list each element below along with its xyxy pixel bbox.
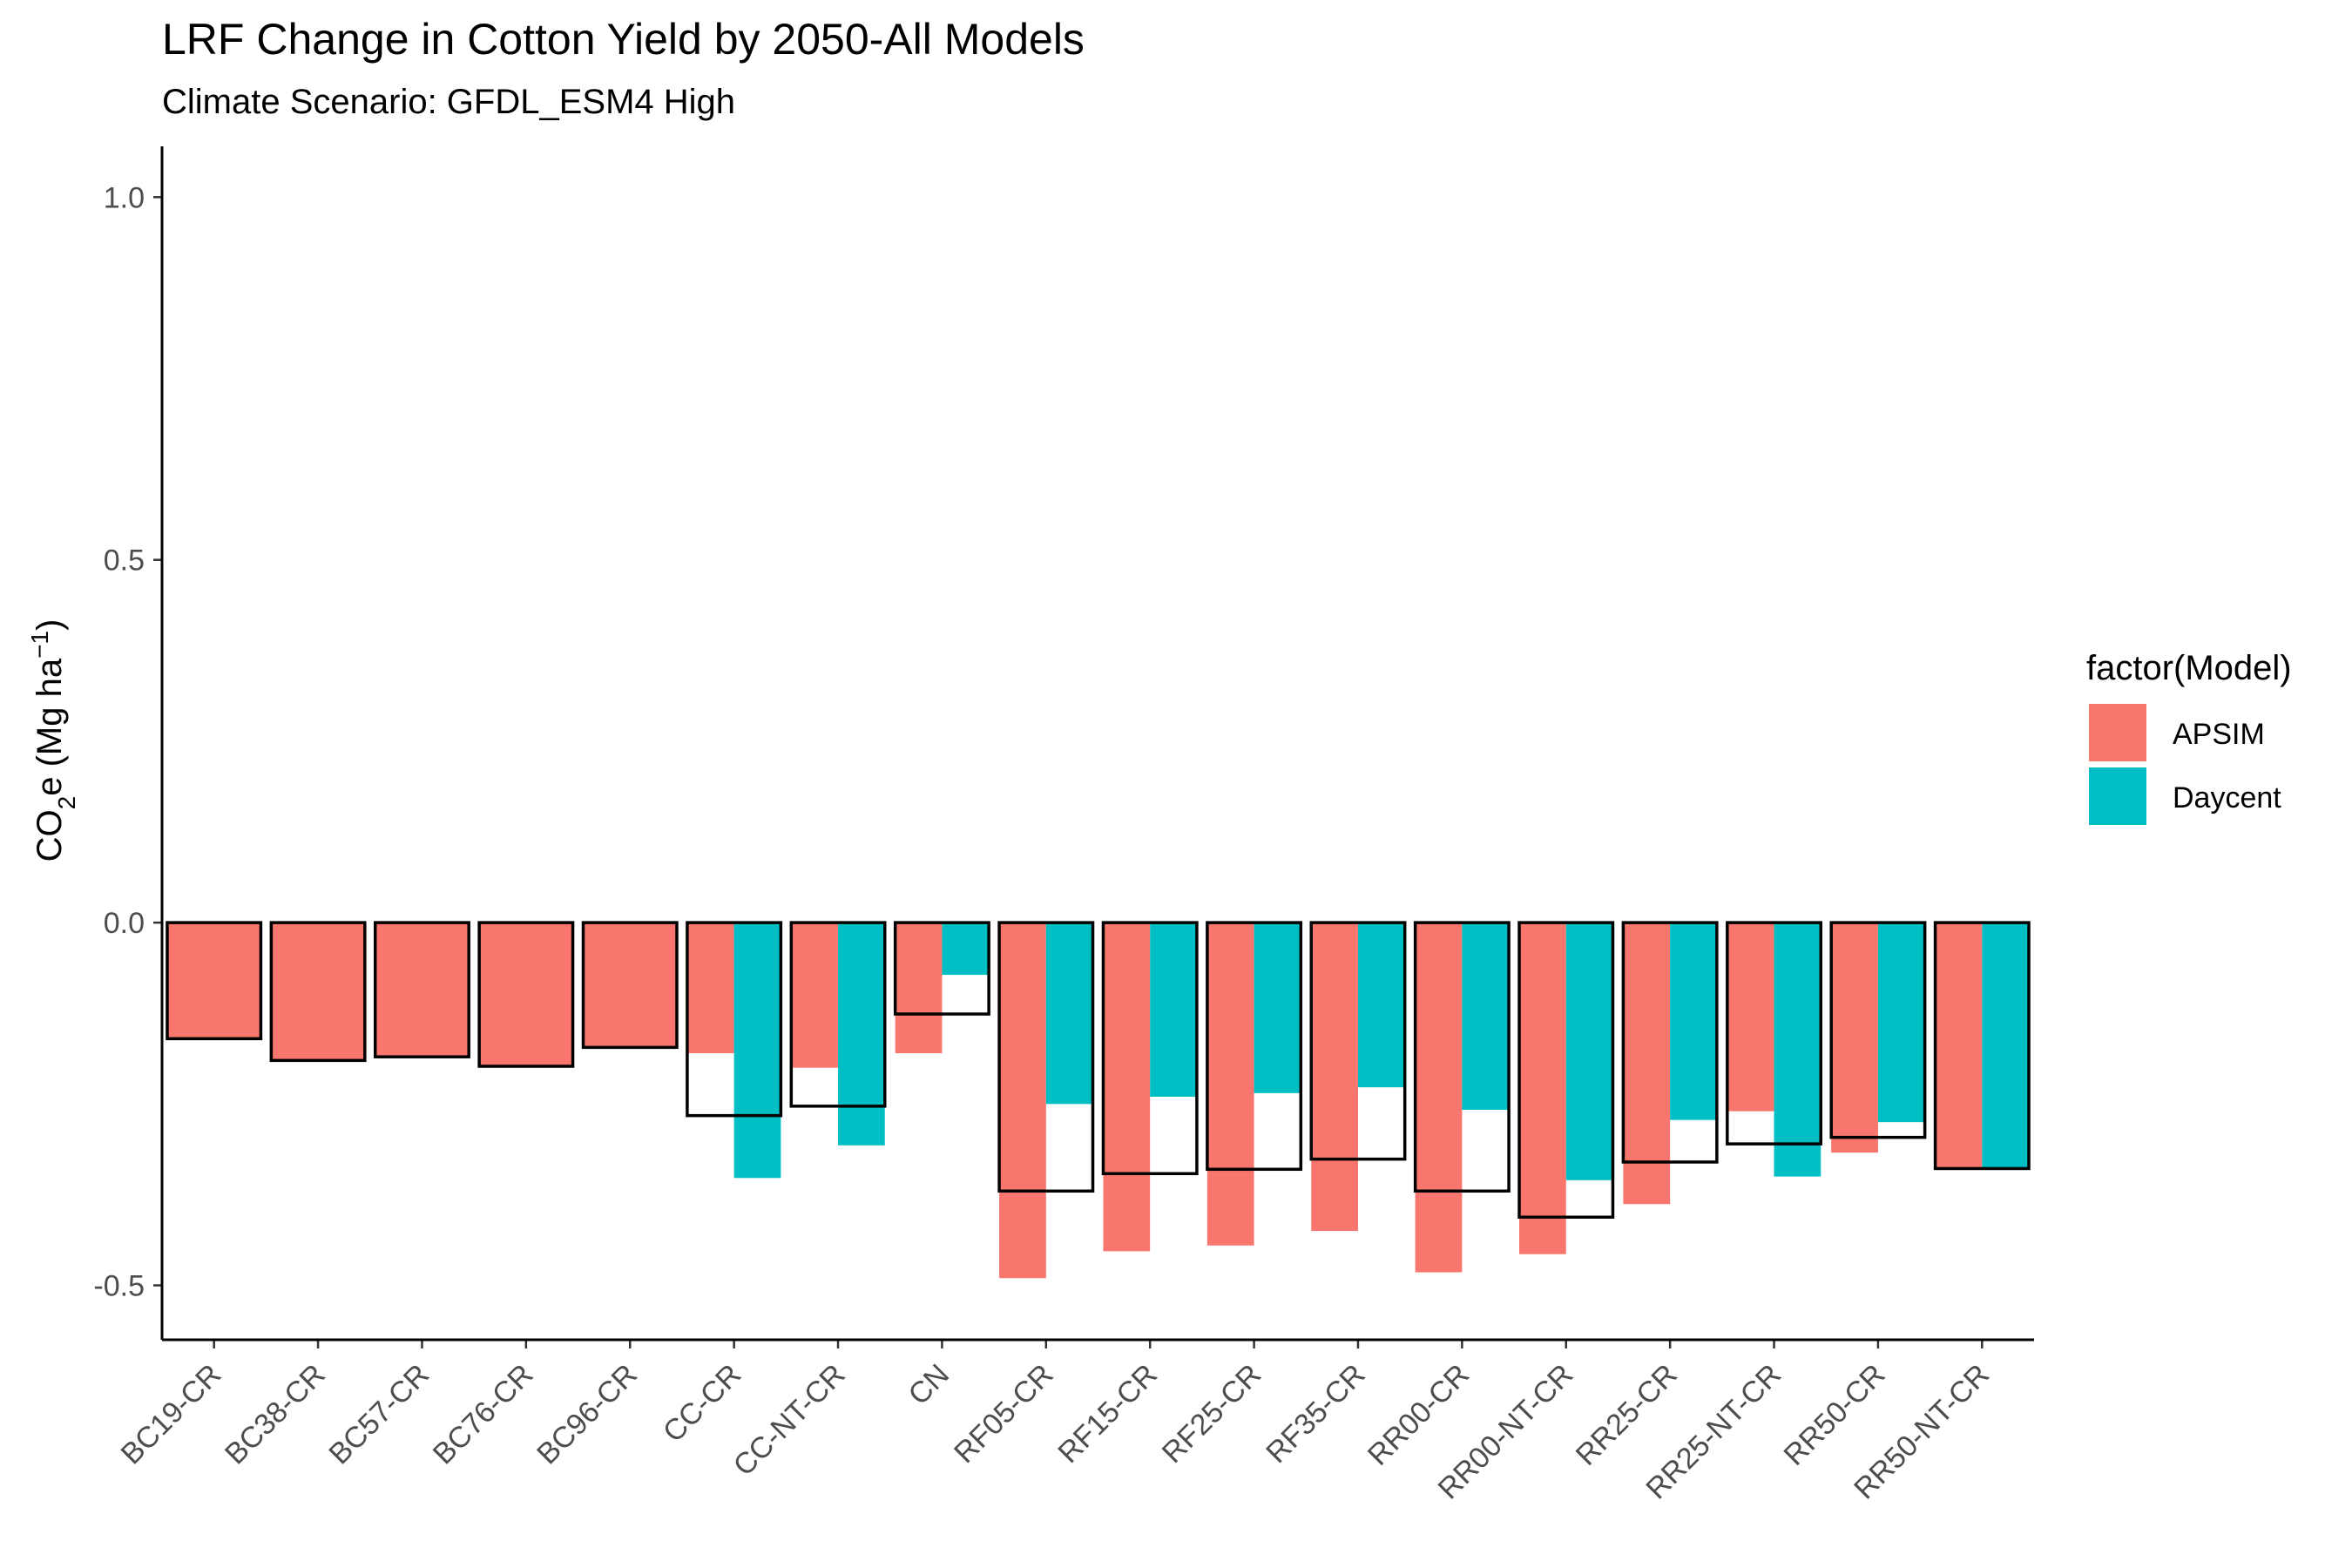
outline-mean-bc57-cr [373,921,470,1058]
outline-mean-rr00-cr [1413,921,1511,1193]
outline-mean-cc-cr [686,921,783,1118]
bar-daycent-cc-nt-cr [838,923,885,1146]
y-tick-label-2: 0.0 [104,907,145,940]
y-axis-title-prefix: CO [30,809,69,862]
x-tick-label-rf25-cr: RF25-CR [1156,1358,1267,1470]
x-tick-label-rf35-cr: RF35-CR [1260,1358,1371,1470]
x-tick-label-bc19-cr: BC19-CR [115,1358,228,1471]
bar-daycent-rr00-cr [1462,923,1510,1110]
outline-mean-bc96-cr [581,921,679,1050]
outline-mean-rf35-cr [1309,921,1407,1161]
x-tick-label-cc-nt-cr: CC-NT-CR [727,1358,852,1483]
bar-daycent-rf35-cr [1357,923,1405,1088]
bar-apsim-rr00-cr [1415,923,1463,1273]
bar-apsim-rf05-cr [999,923,1046,1279]
y-axis-title-superscript: −1 [26,631,53,659]
y-axis-title-subscript: 2 [53,796,80,810]
bar-apsim-bc96-cr [583,923,677,1048]
x-tick-label-bc76-cr: BC76-CR [427,1358,540,1471]
outline-mean-rr25-nt-cr [1726,921,1823,1146]
x-tick-label-rf05-cr: RF05-CR [948,1358,1059,1470]
legend-swatch-apsim [2089,704,2146,761]
bar-apsim-rr50-nt-cr [1935,923,1983,1170]
bar-apsim-rf35-cr [1311,923,1358,1232]
legend: factor(Model) APSIM Daycent [2086,649,2292,825]
outline-mean-cn [893,921,990,1016]
outline-mean-bc19-cr [166,921,263,1041]
chart-subtitle: Climate Scenario: GFDL_ESM4 High [162,83,735,121]
x-tick-label-cn: CN [902,1358,956,1412]
outline-mean-rr25-cr [1621,921,1719,1164]
bar-daycent-rr25-cr [1670,923,1717,1120]
bar-daycent-rr25-nt-cr [1774,923,1821,1177]
outline-mean-bc76-cr [477,921,575,1068]
bar-apsim-rf25-cr [1206,923,1254,1246]
y-axis-title-mid: e (Mg ha [30,658,69,796]
y-axis-title-suffix: ) [30,619,69,631]
bar-apsim-cn [895,923,943,1054]
bar-daycent-rr50-cr [1877,923,1925,1123]
bar-apsim-rr50-cr [1831,923,1878,1153]
legend-label-daycent: Daycent [2173,781,2281,814]
bar-daycent-rf15-cr [1150,923,1197,1098]
x-tick-label-rf15-cr: RF15-CR [1051,1358,1163,1470]
bar-apsim-bc57-cr [375,923,470,1058]
outline-mean-cc-nt-cr [789,921,887,1108]
outline-mean-rr50-nt-cr [1933,921,2031,1171]
bar-apsim-cc-cr [686,923,734,1054]
y-axis-title: CO2e (Mg ha−1) [26,619,80,862]
legend-label-apsim: APSIM [2173,718,2265,751]
chart-title: LRF Change in Cotton Yield by 2050-All M… [162,15,1085,64]
x-tick-label-bc38-cr: BC38-CR [219,1358,332,1471]
bar-apsim-rr25-cr [1623,923,1671,1205]
outline-mean-rf15-cr [1101,921,1199,1176]
outline-mean-rr00-nt-cr [1517,921,1615,1220]
bar-apsim-rr00-nt-cr [1519,923,1566,1254]
bar-apsim-bc19-cr [166,923,261,1039]
y-tick-label-0: 1.0 [104,181,145,214]
bar-daycent-rf25-cr [1254,923,1301,1093]
outline-mean-rr50-cr [1829,921,1927,1139]
bar-daycent-cc-cr [733,923,781,1179]
bar-apsim-rr25-nt-cr [1727,923,1774,1112]
x-tick-label-cc-cr: CC-CR [657,1358,747,1449]
bar-apsim-cc-nt-cr [791,923,839,1068]
bar-apsim-bc76-cr [479,923,573,1067]
bar-daycent-rr00-nt-cr [1565,923,1613,1180]
x-tick-label-bc57-cr: BC57-CR [322,1358,436,1471]
bar-daycent-rr50-nt-cr [1982,923,2030,1168]
bar-apsim-rf15-cr [1103,923,1151,1252]
bar-daycent-cn [942,923,990,976]
outline-mean-rf05-cr [997,921,1095,1193]
bar-daycent-rf05-cr [1045,923,1093,1105]
y-tick-label-1: 0.5 [104,544,145,578]
bar-apsim-bc38-cr [271,923,365,1061]
outline-mean-rf25-cr [1206,921,1303,1172]
x-tick-label-bc96-cr: BC96-CR [531,1358,644,1471]
y-tick-label-3: -0.5 [93,1270,145,1303]
legend-swatch-daycent [2089,767,2146,825]
legend-title: factor(Model) [2086,649,2292,687]
outline-mean-bc38-cr [269,921,367,1063]
